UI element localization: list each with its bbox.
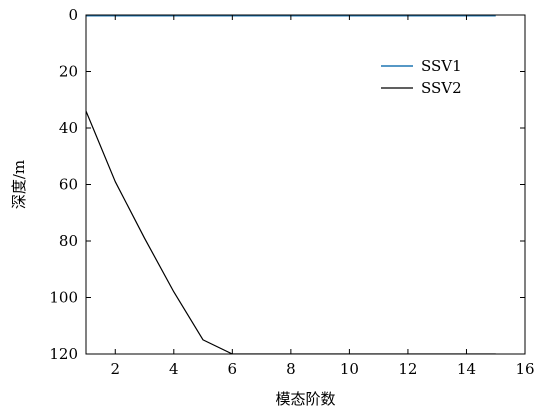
x-tick-label: 14 (457, 360, 476, 378)
legend-label-ssv2: SSV2 (421, 79, 462, 97)
x-tick-label: 4 (169, 360, 179, 378)
y-tick-label: 20 (59, 63, 78, 81)
y-tick-label: 60 (59, 176, 78, 194)
x-tick-label: 6 (228, 360, 238, 378)
y-tick-label: 0 (68, 6, 78, 24)
axes: 2 4 6 8 10 12 14 16 0 20 40 60 80 100 120 模态阶数 深度/m (10, 6, 535, 408)
plot-area (86, 15, 496, 354)
x-tick-label: 2 (110, 360, 120, 378)
y-tick-label: 120 (49, 345, 78, 363)
x-tick-label: 10 (340, 360, 359, 378)
x-tick-label: 16 (515, 360, 534, 378)
series-line-ssv2 (86, 110, 496, 354)
legend-label-ssv1: SSV1 (421, 57, 462, 75)
legend: SSV1 SSV2 (381, 57, 462, 97)
x-tick-label: 8 (286, 360, 296, 378)
x-axis-label: 模态阶数 (275, 390, 335, 408)
x-tick-label: 12 (398, 360, 417, 378)
y-tick-label: 40 (59, 119, 78, 137)
y-axis-label: 深度/m (10, 160, 28, 209)
y-tick-label: 100 (49, 289, 78, 307)
y-tick-label: 80 (59, 232, 78, 250)
